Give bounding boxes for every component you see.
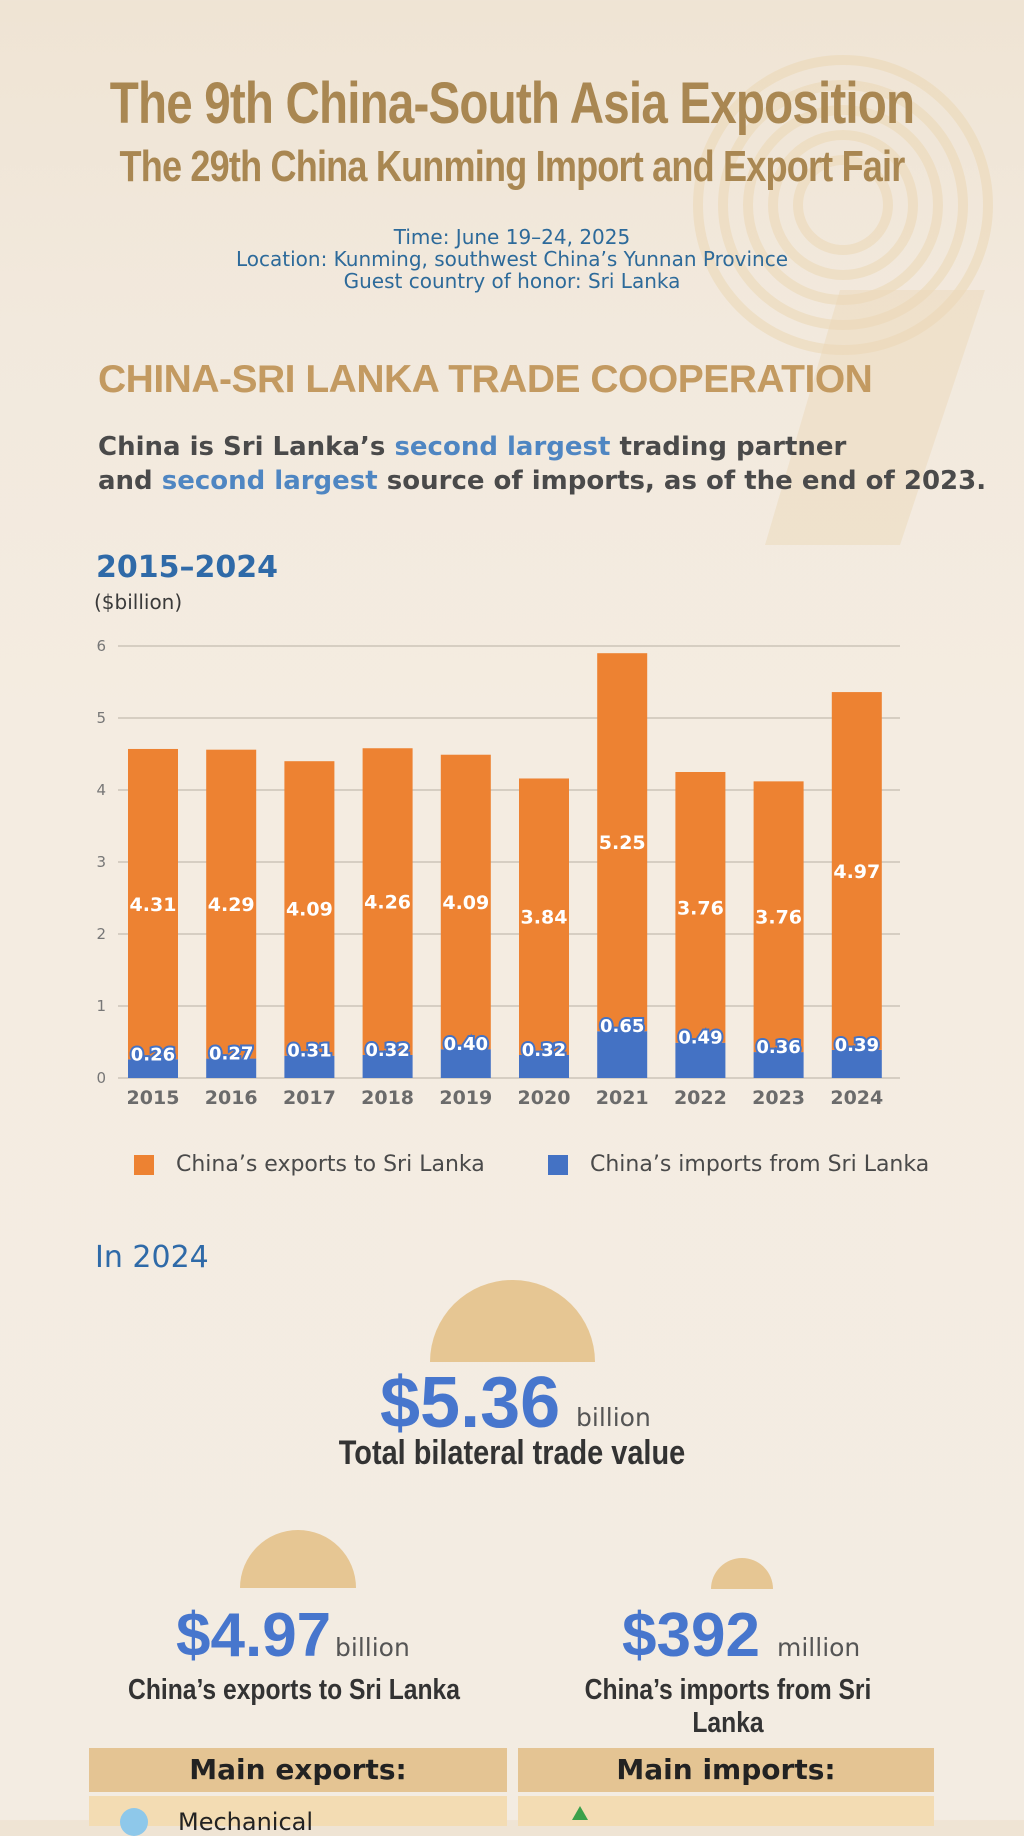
exports-decor-semicircle xyxy=(240,1530,356,1588)
bar-imports xyxy=(753,1052,804,1078)
bar-exports xyxy=(675,772,726,1043)
legend-exports: China’s exports to Sri Lanka xyxy=(134,1152,485,1177)
guest-country: Guest country of honor: Sri Lanka xyxy=(343,269,681,293)
bar-imports xyxy=(597,1031,648,1078)
x-tick-label: 2015 xyxy=(127,1087,180,1109)
data-label-imports: 0.32 xyxy=(365,1040,409,1061)
bar-exports xyxy=(284,761,335,1056)
data-label-exports: 4.09 xyxy=(442,892,489,914)
legend-imports-label: China’s imports from Sri Lanka xyxy=(590,1152,930,1177)
bar-exports xyxy=(206,749,257,1059)
x-tick-label: 2023 xyxy=(752,1087,805,1109)
imports-caption: China’s imports from Sri Lanka xyxy=(584,1674,872,1739)
decorative-arcs xyxy=(693,55,993,545)
x-tick-label: 2017 xyxy=(283,1087,336,1109)
imports-unit: million xyxy=(777,1633,861,1662)
y-tick-label: 5 xyxy=(96,709,106,727)
data-label-exports: 4.97 xyxy=(833,861,880,883)
x-tick-label: 2016 xyxy=(205,1087,258,1109)
bar-imports xyxy=(440,1049,491,1078)
y-tick-label: 3 xyxy=(96,853,106,871)
bar-imports xyxy=(831,1049,882,1078)
bar-exports xyxy=(519,778,569,1055)
bar-exports xyxy=(128,748,178,1060)
x-tick-label: 2019 xyxy=(439,1087,492,1109)
bar-imports xyxy=(206,1058,257,1078)
exports-unit: billion xyxy=(335,1633,410,1662)
event-location: Location: Kunming, southwest China’s Yun… xyxy=(235,247,788,271)
legend-imports-swatch xyxy=(548,1154,568,1175)
data-label-exports: 4.31 xyxy=(130,894,177,916)
data-label-exports: 5.25 xyxy=(599,832,646,854)
page-subtitle: The 29th China Kunming Import and Export… xyxy=(119,142,906,191)
event-time: Time: June 19–24, 2025 xyxy=(393,225,631,249)
stats-heading: In 2024 xyxy=(95,1240,209,1275)
bar-exports xyxy=(362,748,413,1055)
bar-exports xyxy=(440,754,491,1050)
intro-line-1: China is Sri Lanka’s second largest trad… xyxy=(98,432,847,462)
exports-value: $4.97 xyxy=(176,1601,332,1670)
imports-decor-semicircle xyxy=(711,1558,773,1589)
chart-title: 2015–2024 xyxy=(96,550,278,585)
page-title: The 9th China-South Asia Exposition xyxy=(109,71,915,136)
bar-imports xyxy=(128,1059,178,1078)
data-label-exports: 3.76 xyxy=(677,897,724,919)
y-tick-label: 4 xyxy=(96,781,106,799)
bar-imports xyxy=(362,1054,413,1078)
gear-icon xyxy=(120,1808,148,1836)
x-tick-label: 2022 xyxy=(674,1087,727,1109)
x-tick-label: 2018 xyxy=(361,1087,414,1109)
data-label-imports: 0.49 xyxy=(678,1028,722,1049)
y-tick-label: 0 xyxy=(96,1069,106,1087)
data-label-imports: 0.40 xyxy=(444,1034,488,1055)
imports-value: $392 xyxy=(622,1601,760,1670)
chart-unit-label: ($billion) xyxy=(94,590,183,614)
intro-line-2: and second largest source of imports, as… xyxy=(98,466,987,496)
trade-bar-chart: 0 1 2 3 4 5 6 4.31 0.26 2015 4.29 0.27 2016 4.09 0.31 2… xyxy=(96,637,900,1109)
total-decor-semicircle xyxy=(430,1280,595,1362)
main-imports-header: Main imports: xyxy=(518,1748,934,1792)
data-label-imports: 0.39 xyxy=(835,1035,879,1056)
data-label-exports: 4.29 xyxy=(208,894,255,916)
legend-exports-swatch xyxy=(134,1154,154,1175)
bar-imports xyxy=(675,1042,726,1078)
y-tick-label: 6 xyxy=(96,637,106,655)
data-label-exports: 3.76 xyxy=(755,907,802,929)
x-tick-label: 2021 xyxy=(596,1087,649,1109)
data-label-imports: 0.31 xyxy=(287,1041,331,1062)
total-trade-unit: billion xyxy=(576,1403,651,1432)
data-label-imports: 0.65 xyxy=(600,1016,644,1037)
main-exports-header: Main exports: xyxy=(89,1748,507,1792)
data-label-imports: 0.27 xyxy=(209,1044,253,1065)
bar-exports xyxy=(831,692,882,1050)
bar-exports xyxy=(753,781,804,1053)
data-label-exports: 4.26 xyxy=(364,892,411,914)
y-tick-label: 2 xyxy=(96,925,106,943)
bar-imports xyxy=(519,1054,569,1078)
section-title: CHINA-SRI LANKA TRADE COOPERATION xyxy=(98,358,873,401)
leaf-icon xyxy=(572,1806,588,1820)
data-label-imports: 0.32 xyxy=(522,1040,566,1061)
x-tick-label: 2024 xyxy=(830,1087,883,1109)
legend-exports-label: China’s exports to Sri Lanka xyxy=(176,1152,485,1177)
data-label-exports: 4.09 xyxy=(286,898,333,920)
data-label-imports: 0.36 xyxy=(756,1037,800,1058)
main-exports-item: Mechanical xyxy=(178,1808,314,1836)
bar-exports xyxy=(597,653,648,1032)
exports-caption: China’s exports to Sri Lanka xyxy=(128,1674,460,1706)
y-tick-label: 1 xyxy=(96,997,106,1015)
data-label-imports: 0.26 xyxy=(131,1044,175,1065)
data-label-exports: 3.84 xyxy=(521,907,568,929)
total-trade-caption: Total bilateral trade value xyxy=(338,1434,686,1472)
legend-imports: China’s imports from Sri Lanka xyxy=(548,1152,929,1177)
x-tick-label: 2020 xyxy=(518,1087,571,1109)
bar-imports xyxy=(284,1055,335,1078)
total-trade-value: $5.36 xyxy=(380,1363,561,1443)
